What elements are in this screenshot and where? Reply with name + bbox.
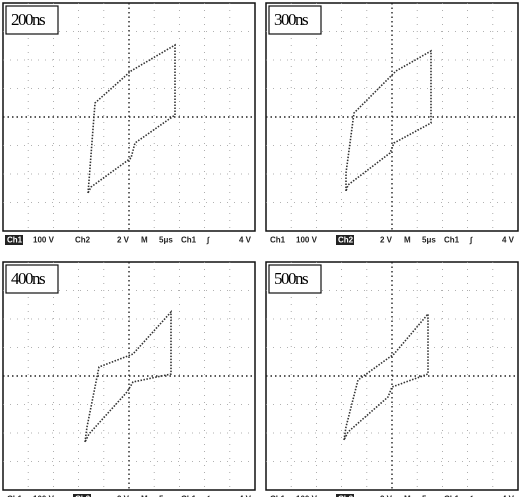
footer-text: ∫ <box>206 236 210 245</box>
footer-text: 4 V <box>502 236 515 245</box>
footer-text: 4 V <box>239 236 252 245</box>
footer-text: Ch1 <box>181 236 197 245</box>
panel-label: 500ns <box>274 269 308 288</box>
footer-text: M <box>141 236 148 245</box>
footer-text: 2 V <box>380 236 393 245</box>
panel-label: 200ns <box>11 10 45 29</box>
footer-text: M <box>404 236 411 245</box>
footer-text: Ch1 <box>270 236 286 245</box>
scope-figure: 200ns Ch1 100 V Ch2 2 V M 5μs Ch1 ∫ 4 V 300ns Ch1 10… <box>0 0 520 497</box>
footer-text: Ch1 <box>7 236 23 245</box>
footer-text: ∫ <box>469 236 473 245</box>
footer-text: 100 V <box>33 236 55 245</box>
footer-text: 2 V <box>117 236 130 245</box>
panel-label: 300ns <box>274 10 308 29</box>
scope-panel: 300ns Ch1 100 V Ch2 2 V M 5μs Ch1 ∫ 4 V <box>266 3 518 245</box>
footer-text: Ch1 <box>444 236 460 245</box>
footer-text: Ch2 <box>338 236 354 245</box>
scope-panel: 200ns Ch1 100 V Ch2 2 V M 5μs Ch1 ∫ 4 V <box>3 3 255 245</box>
footer-text: 100 V <box>296 236 318 245</box>
panel-label: 400ns <box>11 269 45 288</box>
footer-text: 5μs <box>422 236 436 245</box>
footer-text: Ch2 <box>75 236 91 245</box>
footer-text: 5μs <box>159 236 173 245</box>
